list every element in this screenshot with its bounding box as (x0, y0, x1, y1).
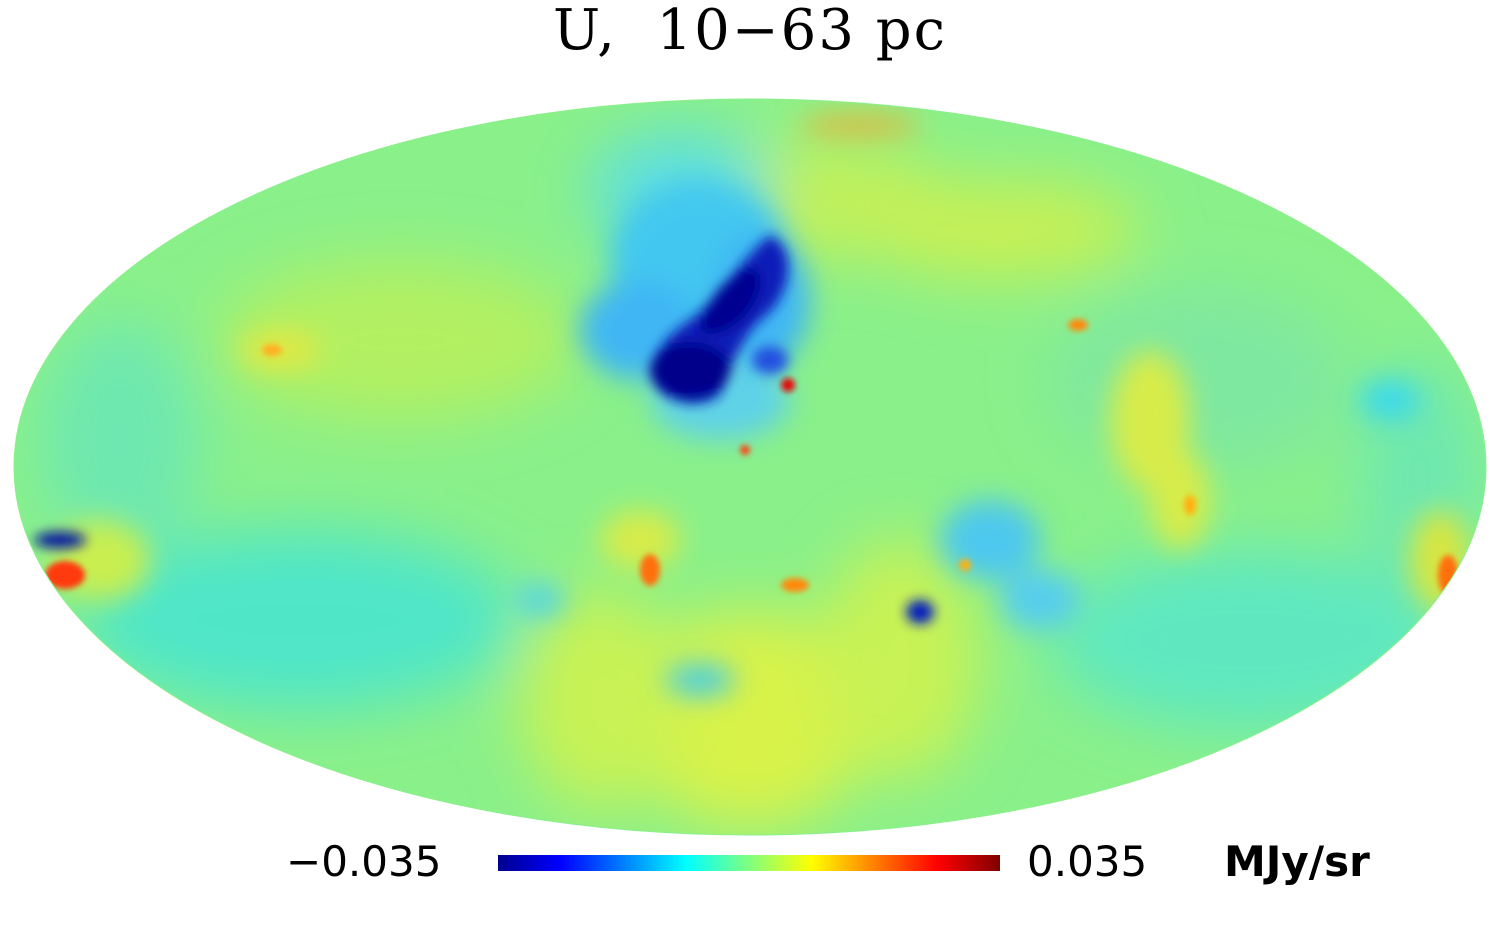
dark-cloud (34, 235, 934, 624)
colorbar-max-label: 0.035 (1027, 837, 1148, 886)
colorbar-unit-label: MJy/sr (1224, 837, 1370, 886)
sky-map (13, 98, 1487, 836)
map-outline (13, 98, 1487, 836)
colorbar-gradient (498, 855, 1000, 871)
colorbar (498, 855, 1000, 871)
map-title: U, 10−63 pc (553, 0, 947, 63)
hot-spots (45, 319, 1458, 595)
large-scale-structure (40, 130, 1480, 830)
mollweide-projection (13, 98, 1487, 836)
map-field (14, 99, 1486, 835)
colorbar-min-label: −0.035 (286, 837, 442, 886)
